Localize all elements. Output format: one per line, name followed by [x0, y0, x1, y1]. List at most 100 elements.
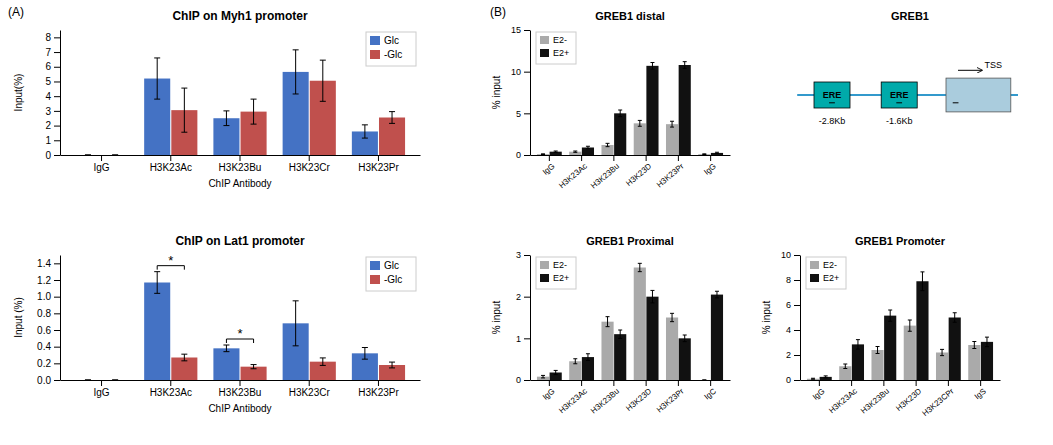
error-bar	[389, 112, 395, 124]
error-bar-cap	[638, 263, 642, 264]
diagram-label: ERE	[823, 90, 842, 100]
tick: IgC	[703, 380, 718, 402]
error-bar-stem	[716, 291, 717, 298]
error-bar	[554, 370, 558, 374]
tick: H3K23Cr	[289, 155, 331, 173]
tick-mark	[54, 380, 60, 381]
tick-label: H3K23Pr	[358, 162, 399, 173]
y-axis: 0.00.20.40.60.81.01.21.4	[37, 256, 60, 386]
legend: E2-E2+	[536, 32, 576, 64]
error-bar-stem	[620, 110, 621, 117]
tick: H3K23D	[894, 380, 923, 413]
error-bar-cap	[293, 93, 299, 94]
error-bar-stem	[942, 349, 943, 355]
tick: 0	[786, 375, 800, 385]
error-bar-cap	[573, 151, 577, 152]
tick-mark	[170, 380, 171, 386]
tick: 4	[786, 325, 800, 335]
tick: H3K23Bu	[859, 380, 891, 416]
chart-title: GREB1 distal	[595, 10, 665, 22]
error-bar	[541, 375, 545, 378]
error-bar	[362, 348, 368, 360]
error-bar-stem	[253, 365, 254, 369]
chart-title: GREB1 Promoter	[855, 235, 946, 247]
bar	[968, 345, 980, 380]
tick: 2	[45, 120, 60, 131]
error-bar	[702, 153, 706, 155]
y-axis-label: % input	[491, 76, 502, 110]
x-axis: IgGH3K23AcH3K23BuH3K23DH3K23PrIgG	[531, 155, 731, 191]
y-axis-label: % input	[491, 301, 502, 335]
bar	[213, 348, 239, 380]
tick-label: 4	[786, 325, 791, 335]
bar	[102, 155, 128, 156]
tick-label: 3	[45, 106, 51, 117]
error-bar-stem	[672, 313, 673, 321]
tick-label: H3K23Bu	[589, 387, 621, 416]
ere-box	[814, 82, 850, 108]
primer-mark	[896, 102, 902, 103]
error-bar-cap	[223, 351, 229, 352]
tick-mark	[524, 338, 530, 339]
tick: IgG	[702, 155, 718, 177]
tick: H3K23Bu	[219, 380, 262, 398]
tick: 2	[516, 292, 530, 302]
tick-label: H3K23Bu	[859, 387, 891, 416]
tick-mark	[170, 155, 171, 161]
legend-item: E2+	[540, 273, 569, 283]
tick-mark	[54, 347, 60, 348]
error-bar	[843, 364, 847, 369]
bar	[144, 283, 170, 381]
tick-mark	[948, 380, 949, 386]
tick-mark	[613, 380, 614, 386]
error-bar-cap	[683, 61, 687, 62]
bar	[75, 155, 101, 156]
tick-mark	[549, 380, 550, 386]
tick-mark	[710, 155, 711, 161]
tick: 0.8	[37, 308, 60, 319]
error-bar-cap	[389, 367, 395, 368]
error-bar-cap	[650, 290, 654, 291]
error-bar-cap	[112, 155, 118, 156]
tick-mark	[794, 330, 800, 331]
tick-mark	[794, 280, 800, 281]
tick-mark	[54, 67, 60, 68]
error-bar	[908, 320, 912, 331]
tick: 15	[511, 25, 530, 35]
error-bar	[940, 349, 944, 355]
tick: H3K23Ac	[150, 380, 192, 398]
tick-label: 0	[45, 150, 51, 161]
tick-mark	[851, 380, 852, 386]
error-bar	[251, 365, 257, 369]
error-bar-cap	[586, 148, 590, 149]
tick-mark	[54, 52, 60, 53]
error-bar-cap	[154, 271, 160, 272]
tick: H3K23D	[624, 155, 653, 188]
error-bar	[362, 125, 368, 138]
error-bar-stem	[684, 335, 685, 342]
tick-mark	[646, 155, 647, 161]
tick: IgS	[973, 380, 988, 401]
tick-label: H3K23Ac	[150, 387, 192, 398]
tick-mark	[581, 155, 582, 161]
tick: H3K23Ac	[150, 155, 192, 173]
tick: 3	[45, 106, 60, 117]
error-bar-stem	[890, 310, 891, 321]
error-bar	[670, 313, 674, 321]
plot-area	[85, 272, 405, 380]
error-bar	[618, 330, 622, 338]
error-bar-cap	[112, 380, 118, 381]
error-bar-cap	[638, 120, 642, 121]
error-bar	[554, 151, 558, 152]
error-bar-cap	[843, 364, 847, 365]
error-bar	[293, 50, 299, 94]
annotation: *	[168, 253, 173, 268]
tick: 0.2	[37, 358, 60, 369]
error-bar-cap	[908, 331, 912, 332]
error-bar-cap	[293, 345, 299, 346]
tick: 8	[45, 32, 60, 43]
error-bar-cap	[618, 116, 622, 117]
error-bar	[606, 143, 610, 146]
legend-swatch	[810, 274, 819, 282]
tick-label: H3K23Ac	[150, 162, 192, 173]
